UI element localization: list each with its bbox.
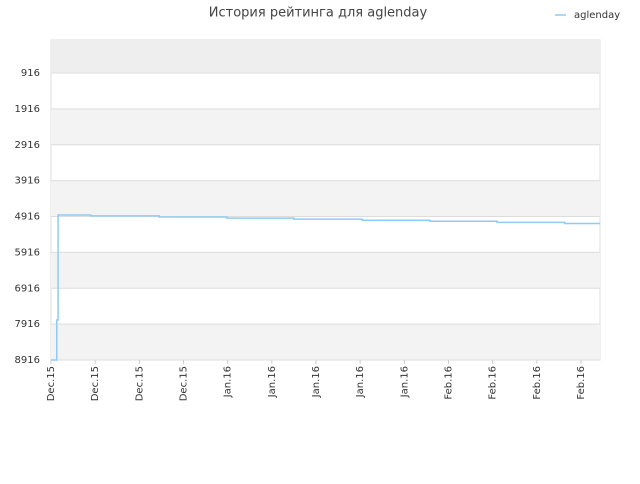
grid-band (51, 108, 600, 145)
x-tick-label: Jan.16 (311, 366, 322, 398)
grid-band (51, 40, 600, 74)
x-tick-label: Dec.15 (134, 366, 145, 401)
y-tick-label: 1916 (15, 104, 40, 115)
x-tick-label: Feb.16 (576, 366, 587, 400)
x-tick-label: Dec.15 (90, 366, 101, 401)
grid-band (51, 180, 600, 217)
x-tick-label: Jan.16 (223, 366, 234, 398)
x-tick-label: Feb.16 (532, 366, 543, 400)
x-tick-label: Jan.16 (399, 366, 410, 398)
grid-band (51, 324, 600, 360)
x-tick-label: Feb.16 (444, 366, 455, 400)
y-tick-label: 4916 (15, 212, 40, 223)
y-tick-label: 7916 (15, 319, 40, 330)
chart-title: История рейтинга для aglenday (209, 6, 428, 21)
y-tick-label: 5916 (15, 247, 40, 258)
x-tick-label: Dec.15 (46, 366, 57, 401)
y-tick-label: 916 (21, 68, 40, 79)
y-tick-label: 8916 (15, 355, 40, 366)
y-tick-label: 2916 (15, 140, 40, 151)
legend-label: aglenday (574, 10, 620, 21)
x-tick-label: Jan.16 (355, 366, 366, 398)
y-tick-label: 6916 (15, 283, 40, 294)
x-tick-label: Jan.16 (267, 366, 278, 398)
x-tick-label: Feb.16 (488, 366, 499, 400)
line-series (51, 214, 600, 361)
y-tick-label: 3916 (15, 176, 40, 187)
x-tick-label: Dec.15 (179, 366, 190, 401)
grid-band (51, 252, 600, 289)
